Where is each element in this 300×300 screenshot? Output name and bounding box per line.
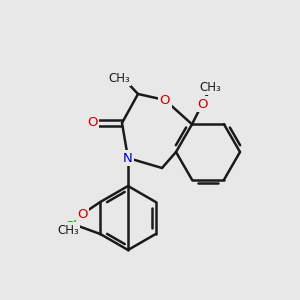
Text: O: O [77, 208, 88, 220]
Text: N: N [123, 152, 133, 164]
Text: CH₃: CH₃ [108, 71, 130, 85]
Text: O: O [87, 116, 97, 130]
Text: O: O [197, 98, 207, 111]
Text: Cl: Cl [64, 220, 77, 232]
Text: CH₃: CH₃ [57, 224, 79, 236]
Text: CH₃: CH₃ [199, 81, 221, 94]
Text: O: O [160, 94, 170, 106]
